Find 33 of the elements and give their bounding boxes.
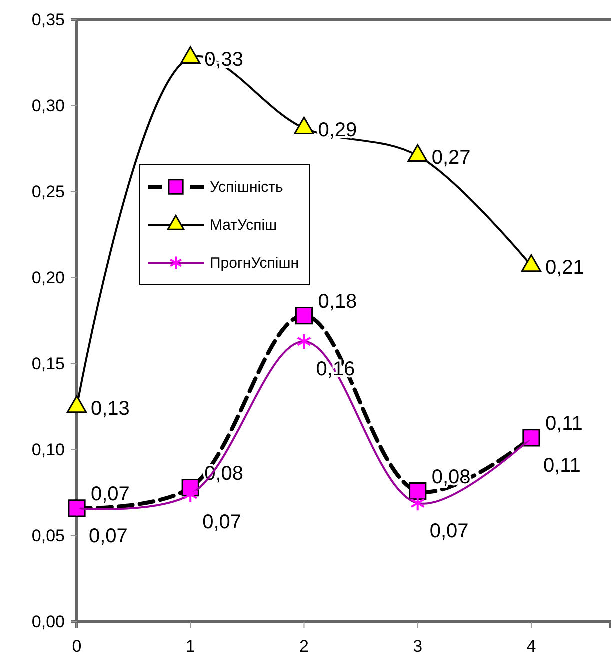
y-tick-label: 0,15 — [32, 354, 65, 374]
point — [521, 254, 542, 272]
x-tick-label: 3 — [413, 637, 423, 656]
y-tick-label: 0,30 — [32, 96, 65, 116]
legend-label: Успішність — [210, 179, 284, 196]
y-tick-label: 0,00 — [32, 612, 65, 632]
data-label: 0,07 — [89, 525, 128, 548]
data-label: 0,11 — [543, 454, 581, 477]
x-tick-label: 4 — [526, 637, 536, 656]
y-tick-label: 0,05 — [32, 526, 65, 546]
x-tick-label: 0 — [72, 637, 82, 656]
data-label: 0,13 — [91, 398, 130, 420]
point — [294, 116, 314, 134]
data-label: 0,27 — [432, 146, 471, 169]
data-label: 0,18 — [318, 290, 358, 313]
point — [408, 144, 428, 162]
point — [295, 307, 314, 325]
legend-label: ПрогнУспішн — [210, 255, 300, 272]
point — [180, 46, 201, 64]
y-tick-label: 0,25 — [32, 182, 65, 202]
y-tick-label: 0,20 — [32, 268, 65, 288]
data-label: 0,07 — [202, 512, 242, 534]
data-label: 0,29 — [318, 119, 358, 142]
y-tick-label: 0,35 — [32, 10, 65, 30]
x-tick-label: 1 — [186, 637, 196, 656]
data-label: 0,07 — [91, 483, 130, 506]
x-tick-label: 2 — [300, 637, 309, 656]
data-label: 0,21 — [545, 256, 584, 279]
point — [409, 482, 427, 500]
data-label: 0,11 — [545, 412, 583, 435]
legend-label: МатУспіш — [210, 217, 278, 234]
data-label: 0,07 — [430, 520, 469, 542]
y-tick-label: 0,10 — [32, 440, 65, 460]
